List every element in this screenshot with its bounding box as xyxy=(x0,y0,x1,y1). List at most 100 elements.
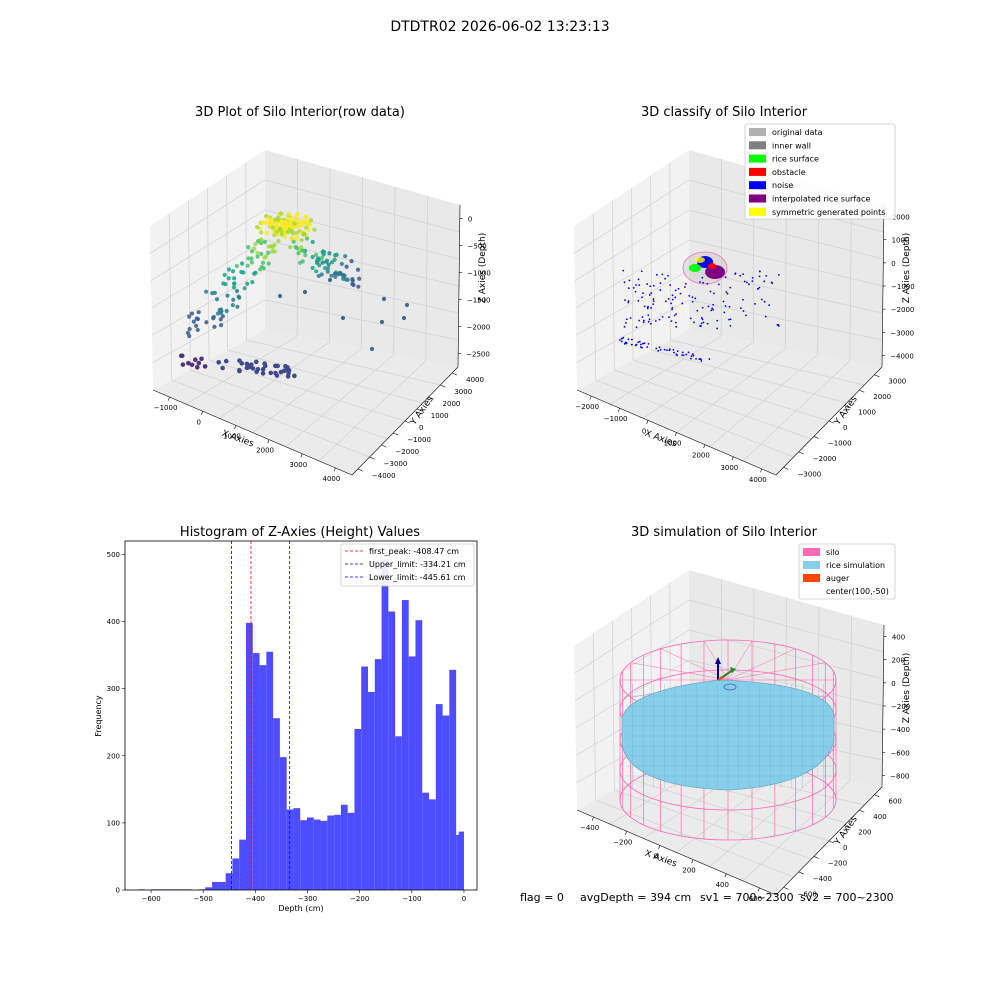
data-point xyxy=(327,277,333,283)
noise-point xyxy=(664,277,666,280)
noise-point xyxy=(758,275,761,278)
noise-point xyxy=(710,309,713,312)
data-point xyxy=(314,252,319,257)
noise-point xyxy=(721,269,724,272)
data-point xyxy=(314,260,320,266)
data-point xyxy=(266,261,271,266)
noise-point xyxy=(661,273,664,276)
noise-point xyxy=(647,320,650,323)
status-footer: flag = 0 avgDepth = 394 cm sv1 = 700~230… xyxy=(520,891,894,904)
noise-point xyxy=(637,341,640,344)
noise-point xyxy=(723,311,726,314)
simulation-plot-z-tick-label: 200 xyxy=(892,657,905,665)
classify-plot-y-tick-label: −1000 xyxy=(828,439,852,447)
data-point xyxy=(259,240,264,246)
data-point xyxy=(222,272,227,278)
grid-line xyxy=(150,179,266,254)
data-point xyxy=(339,261,344,267)
noise-point xyxy=(664,300,667,303)
noise-point xyxy=(666,349,668,352)
noise-point xyxy=(635,284,637,286)
classify-plot-z-tick-label: −3000 xyxy=(890,329,914,337)
legend-swatch xyxy=(749,194,766,203)
data-point xyxy=(300,248,305,253)
noise-point xyxy=(677,287,680,290)
noise-point xyxy=(712,308,714,311)
histogram-bar xyxy=(259,665,267,890)
footer-flag: flag = 0 xyxy=(520,891,564,904)
data-point xyxy=(369,346,375,352)
simulation-plot-z-ticks: −800 −600 −400 −200 0 200 400 xyxy=(882,634,910,780)
raw-plot-y-tick-label: −3000 xyxy=(384,460,408,468)
noise-point xyxy=(726,292,729,295)
data-point xyxy=(246,256,251,261)
data-point xyxy=(244,361,250,367)
data-point xyxy=(333,253,338,258)
data-point xyxy=(246,245,251,250)
histogram-bar xyxy=(368,692,375,890)
simulation-plot-x-tick-mark xyxy=(625,831,628,835)
data-point xyxy=(204,320,209,325)
classify-plot-z-tick-label: 1000 xyxy=(892,237,910,245)
data-point xyxy=(210,291,215,296)
noise-point xyxy=(685,353,688,356)
noise-point xyxy=(718,275,721,278)
back-pane xyxy=(265,150,460,367)
left-pane xyxy=(150,150,265,390)
noise-point xyxy=(652,284,655,287)
histogram-bar xyxy=(273,718,280,890)
noise-point xyxy=(643,305,646,308)
legend-label: silo xyxy=(826,548,840,557)
y-tick-label: 0 xyxy=(116,887,120,895)
noise-point xyxy=(647,314,650,317)
data-point xyxy=(224,308,229,314)
classify-plot-legend: original data inner wall rice surface obsta… xyxy=(744,123,896,220)
data-point xyxy=(239,269,244,275)
data-point xyxy=(288,245,293,250)
data-point xyxy=(308,218,314,223)
classify-plot-z-ticks: −4000 −3000 −2000 −1000 0 1000 2000 xyxy=(882,214,915,360)
y-tick-label: 500 xyxy=(107,551,120,559)
raw-plot-z-ticks: −2500 −2000 −1500 −1000 −500 0 xyxy=(458,216,491,359)
data-point xyxy=(262,255,267,260)
data-point xyxy=(273,370,278,376)
data-point xyxy=(294,236,299,242)
noise-point xyxy=(748,283,750,286)
raw-plot-z-label: Z Axies (Depth) xyxy=(478,233,488,304)
noise-point xyxy=(763,300,766,303)
data-point xyxy=(401,315,407,321)
y-tick-label: 100 xyxy=(107,819,120,827)
simulation-plot-x-tick-label: 600 xyxy=(749,895,762,903)
noise-point xyxy=(699,325,702,327)
simulation-plot-y-tick-mark xyxy=(798,871,804,875)
legend-swatch xyxy=(803,574,820,582)
x-tick-label: 0 xyxy=(462,895,466,903)
noise-point xyxy=(650,307,653,309)
data-point xyxy=(355,267,361,272)
legend-frame xyxy=(340,543,475,587)
noise-point xyxy=(671,298,674,301)
data-point xyxy=(336,272,341,277)
legend-swatch xyxy=(803,561,820,569)
simulation-3d-plot: 3D simulation of Silo Interior −400 −200 0… xyxy=(574,525,912,903)
noise-point xyxy=(691,296,694,299)
grid-line xyxy=(245,162,247,341)
raw-plot-points xyxy=(179,211,410,379)
data-point xyxy=(303,225,309,230)
noise-point xyxy=(684,282,687,285)
histogram-bar xyxy=(327,815,335,890)
data-point xyxy=(194,316,199,321)
histogram-bar xyxy=(252,653,260,890)
noise-point xyxy=(701,318,704,321)
classify-plot-y-tick-label: 3000 xyxy=(888,378,906,386)
data-point xyxy=(249,256,254,261)
simulation-plot-y-tick-mark xyxy=(783,887,789,890)
silo-roof-wire xyxy=(660,648,729,681)
noise-point xyxy=(754,302,756,305)
auger-hole xyxy=(723,683,737,691)
noise-point xyxy=(702,281,705,284)
noise-point xyxy=(676,350,679,353)
grid-line xyxy=(318,360,427,462)
data-point xyxy=(202,364,208,369)
data-point xyxy=(320,260,325,265)
